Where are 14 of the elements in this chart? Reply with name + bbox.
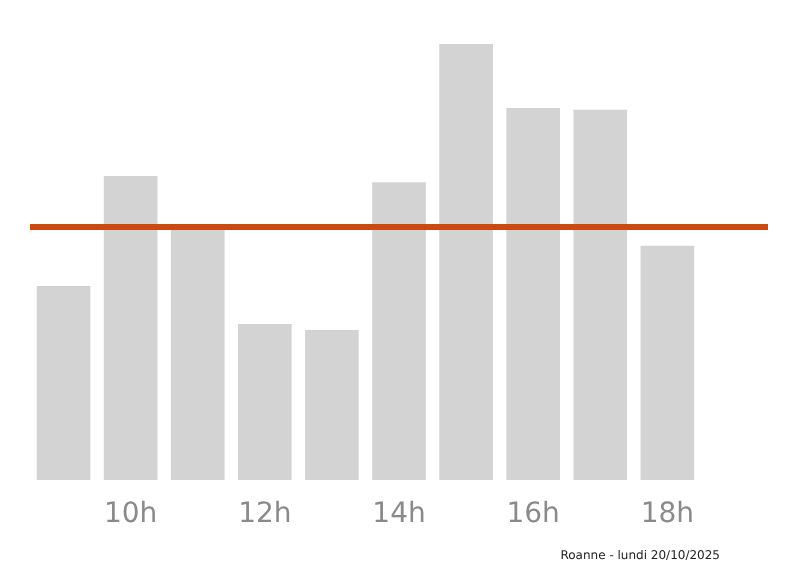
x-tick-label: 16h [506,498,560,530]
bar [372,182,426,480]
x-tick-label: 12h [238,498,292,530]
x-tick-label: 10h [103,498,158,530]
bar [640,245,695,480]
bar [305,330,359,480]
x-tick-label: 14h [372,498,426,530]
bar [103,176,158,480]
bar [439,44,493,480]
bar [237,323,292,480]
bar [573,109,628,480]
bar [36,285,91,480]
x-tick-label: 18h [640,498,695,530]
bar [506,108,561,480]
